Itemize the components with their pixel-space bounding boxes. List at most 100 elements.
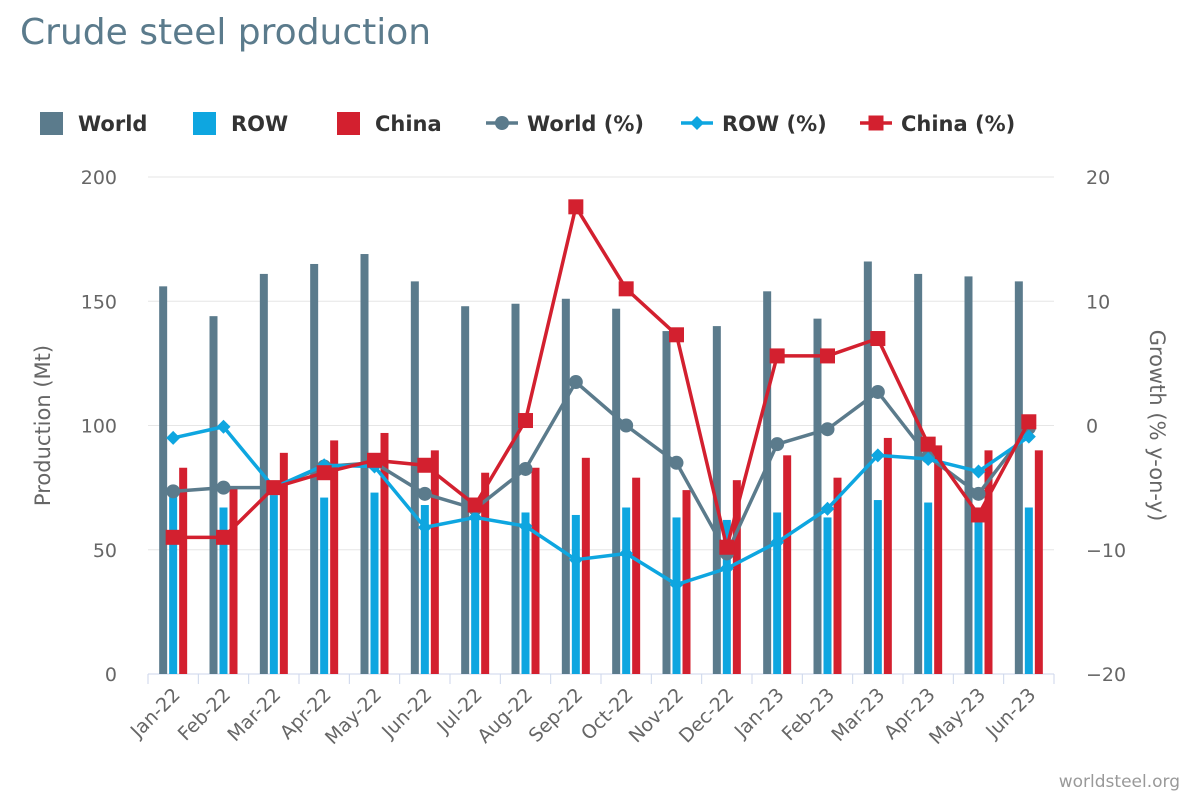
legend-label-row: ROW (%) — [722, 112, 827, 136]
bar-china — [229, 487, 238, 674]
point-world-growth — [770, 437, 785, 452]
bar-world — [662, 331, 671, 674]
point-china-growth — [719, 539, 735, 555]
point-row-growth — [1021, 429, 1036, 444]
point-china-growth — [669, 327, 684, 343]
y-axis-title-right: Growth (% y-on-y) — [1145, 330, 1169, 522]
bar-world — [1014, 281, 1023, 674]
point-china-growth — [971, 507, 986, 523]
chart-title: Crude steel production — [20, 12, 432, 53]
point-world-growth — [619, 418, 634, 433]
bar-row — [370, 492, 379, 674]
point-row-growth — [770, 535, 785, 550]
bar-row — [672, 517, 681, 674]
x-tick-label: Jan-23 — [730, 684, 789, 743]
point-row-growth — [468, 510, 483, 525]
point-row-growth — [619, 546, 634, 561]
point-china-growth — [467, 497, 483, 513]
point-row-growth — [518, 519, 533, 534]
point-china-growth — [216, 529, 231, 545]
point-china-growth — [1021, 414, 1037, 430]
point-world-growth — [971, 486, 986, 501]
y-tick-label-left: 0 — [105, 664, 117, 686]
legend-marker-world — [495, 116, 509, 130]
bar-row — [773, 512, 782, 674]
legend-label-world: World — [78, 112, 147, 136]
x-tick-label: Jan-22 — [126, 684, 185, 743]
bar-row — [924, 502, 933, 674]
bar-china — [783, 455, 792, 674]
bar-series — [159, 254, 1043, 674]
bar-row — [521, 512, 530, 674]
point-row-growth — [669, 577, 684, 592]
x-tick-label: Dec-22 — [675, 684, 739, 748]
point-world-growth — [417, 486, 432, 501]
x-tick-label: Mar-22 — [223, 684, 285, 746]
bar-china — [732, 480, 741, 674]
point-world-growth — [216, 480, 231, 495]
bar-row — [219, 507, 228, 674]
point-china-growth — [417, 457, 433, 473]
bar-world — [813, 318, 822, 674]
point-world-growth — [166, 484, 181, 499]
y-tick-label-right: 10 — [1086, 291, 1110, 313]
point-world-growth — [568, 375, 583, 390]
bar-china — [934, 445, 943, 674]
point-china-growth — [266, 480, 282, 496]
bar-row — [622, 507, 631, 674]
bar-china — [481, 472, 490, 674]
point-world-growth — [518, 461, 533, 476]
bar-world — [410, 281, 419, 674]
y-tick-label-right: −10 — [1086, 540, 1126, 562]
y-tick-label-right: −20 — [1086, 664, 1126, 686]
bar-china — [883, 437, 892, 674]
legend: World ROW China World (%) ROW (%) China (%) — [40, 112, 1015, 136]
x-tick-label: Feb-22 — [174, 684, 235, 745]
bar-world — [461, 306, 470, 674]
legend-marker-china — [868, 115, 884, 131]
point-china-growth — [367, 452, 382, 468]
point-china-growth — [870, 331, 886, 347]
bar-china — [1034, 450, 1043, 674]
bar-china — [632, 477, 641, 674]
x-tick-label: Feb-23 — [778, 684, 839, 745]
y-tick-label-left: 150 — [81, 291, 117, 313]
point-china-growth — [316, 465, 332, 481]
bar-row — [269, 495, 278, 674]
bar-world — [209, 316, 218, 674]
point-row-growth — [166, 430, 181, 445]
x-tick-label: May-22 — [321, 684, 386, 749]
x-tick-label: Jun-22 — [377, 684, 436, 743]
bar-world — [511, 303, 520, 674]
bar-world — [914, 273, 923, 674]
point-china-growth — [165, 529, 181, 545]
point-row-growth — [568, 552, 583, 567]
bar-china — [279, 452, 288, 674]
legend-swatch-china — [337, 112, 360, 135]
line-world-growth — [173, 380, 1031, 556]
point-china-growth — [568, 199, 584, 215]
bar-row — [1024, 507, 1033, 674]
legend-label-row: ROW — [231, 112, 288, 136]
bar-world — [763, 291, 772, 674]
line-row-growth — [172, 424, 1030, 587]
x-tick-label: Aug-22 — [473, 684, 537, 748]
y-tick-label-left: 100 — [81, 416, 117, 438]
x-tick-label: Mar-23 — [827, 684, 889, 746]
x-tick-label: Jun-23 — [981, 684, 1040, 743]
legend-label-world: World (%) — [527, 112, 644, 136]
legend-swatch-row — [193, 112, 216, 135]
bar-china — [833, 477, 842, 674]
point-world-growth — [870, 384, 885, 399]
line-series — [165, 199, 1037, 592]
y-tick-label-right: 0 — [1086, 416, 1098, 438]
bar-world — [561, 298, 570, 674]
legend-label-china: China (%) — [901, 112, 1015, 136]
point-china-growth — [920, 436, 936, 452]
bar-world — [159, 286, 168, 674]
point-row-growth — [417, 520, 432, 535]
bar-china — [430, 450, 439, 674]
point-row-growth — [719, 561, 734, 576]
point-china-growth — [820, 348, 835, 364]
bar-china — [179, 467, 188, 674]
